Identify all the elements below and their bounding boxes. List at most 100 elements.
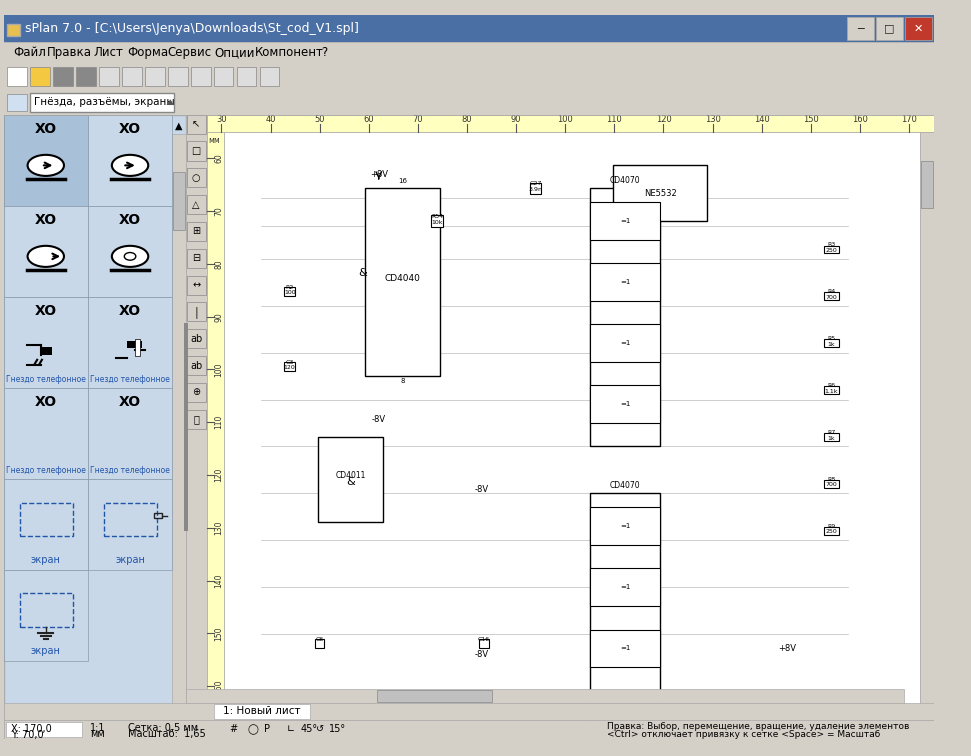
Bar xyxy=(224,132,921,739)
Bar xyxy=(88,388,172,479)
Text: Файл: Файл xyxy=(14,46,46,59)
Text: R7: R7 xyxy=(827,430,835,435)
Text: 1:1: 1:1 xyxy=(90,723,105,733)
Bar xyxy=(4,115,185,739)
Bar xyxy=(30,67,50,86)
Bar xyxy=(4,720,934,739)
Text: R3: R3 xyxy=(827,242,835,247)
Text: Y: 70,0: Y: 70,0 xyxy=(12,730,44,740)
Text: мм: мм xyxy=(209,136,220,145)
Text: □: □ xyxy=(885,23,895,33)
Text: Опции: Опции xyxy=(215,46,254,59)
Bar xyxy=(4,63,934,90)
Text: 60: 60 xyxy=(363,115,374,124)
Text: 100: 100 xyxy=(284,290,295,295)
Text: 1: Новый лист: 1: Новый лист xyxy=(223,706,301,716)
Text: 150: 150 xyxy=(803,115,819,124)
Text: Сервис: Сервис xyxy=(168,46,212,59)
Bar xyxy=(154,513,161,518)
Bar xyxy=(186,383,206,402)
Text: C3: C3 xyxy=(285,361,294,365)
Text: P: P xyxy=(264,724,270,735)
Text: 700: 700 xyxy=(825,295,837,300)
Text: 30: 30 xyxy=(217,115,226,124)
Bar xyxy=(4,90,934,115)
Text: sPlan 7.0 - [C:\Users\Jenya\Downloads\St_cod_V1.spl]: sPlan 7.0 - [C:\Users\Jenya\Downloads\St… xyxy=(24,22,358,35)
Text: &: & xyxy=(358,268,367,277)
Text: ─: ─ xyxy=(857,23,864,33)
Text: ⊟: ⊟ xyxy=(192,253,200,263)
Text: Правка: Выбор, перемещение, вращение, удаление элементов: Правка: Выбор, перемещение, вращение, уд… xyxy=(607,722,910,731)
Bar xyxy=(172,134,185,720)
Text: 16: 16 xyxy=(398,178,407,184)
Text: 140: 140 xyxy=(753,115,770,124)
Bar xyxy=(186,275,206,295)
Text: R5: R5 xyxy=(827,336,835,341)
Text: 250: 250 xyxy=(825,529,837,534)
Text: XO: XO xyxy=(119,395,141,409)
Text: ab: ab xyxy=(190,333,202,344)
Bar xyxy=(77,67,95,86)
Text: Лист: Лист xyxy=(93,46,123,59)
Bar xyxy=(590,188,660,447)
Text: экран: экран xyxy=(116,555,145,565)
Text: 90: 90 xyxy=(511,115,521,124)
Text: Правка: Правка xyxy=(47,46,92,59)
Bar xyxy=(88,206,172,296)
Text: ?: ? xyxy=(320,46,327,59)
Bar xyxy=(20,593,73,627)
Bar xyxy=(431,215,443,227)
Text: CD4011: CD4011 xyxy=(335,471,366,480)
Text: 10k: 10k xyxy=(431,220,443,225)
Text: =1: =1 xyxy=(620,646,630,651)
Text: Гнездо телефонное: Гнездо телефонное xyxy=(6,466,85,476)
Text: R6: R6 xyxy=(827,383,835,388)
Bar xyxy=(186,141,206,160)
Bar xyxy=(6,722,83,737)
Text: ✕: ✕ xyxy=(914,23,923,33)
Bar xyxy=(921,132,934,720)
Bar xyxy=(590,324,660,362)
Text: R9: R9 xyxy=(827,524,835,528)
Bar xyxy=(168,67,187,86)
Bar xyxy=(122,67,142,86)
Text: 15°: 15° xyxy=(329,724,347,735)
Text: 160: 160 xyxy=(852,115,868,124)
Bar xyxy=(8,23,20,36)
Text: XO: XO xyxy=(35,304,57,318)
Bar xyxy=(590,494,660,751)
Text: XO: XO xyxy=(119,122,141,136)
Text: ⊞: ⊞ xyxy=(192,227,200,237)
Text: 80: 80 xyxy=(461,115,472,124)
Text: =1: =1 xyxy=(620,523,630,529)
Text: C6: C6 xyxy=(316,637,323,643)
Bar xyxy=(260,67,280,86)
Text: 160: 160 xyxy=(215,679,223,693)
Text: R54: R54 xyxy=(431,214,443,219)
Text: =1: =1 xyxy=(620,279,630,285)
Text: ↖: ↖ xyxy=(192,119,200,129)
Bar xyxy=(186,356,206,375)
Text: 130: 130 xyxy=(215,521,223,535)
Bar xyxy=(590,263,660,301)
Text: 120: 120 xyxy=(215,468,223,482)
Bar xyxy=(186,329,206,349)
Bar xyxy=(135,339,140,356)
Text: 120: 120 xyxy=(284,365,295,370)
Text: =1: =1 xyxy=(620,584,630,590)
Bar xyxy=(237,67,256,86)
Text: #: # xyxy=(229,724,238,735)
Bar xyxy=(186,410,206,429)
Text: C16: C16 xyxy=(478,637,490,643)
Text: =1: =1 xyxy=(620,340,630,346)
Bar xyxy=(905,17,932,40)
Bar xyxy=(186,115,206,134)
Text: ∟: ∟ xyxy=(286,724,295,735)
Text: ↔: ↔ xyxy=(192,280,200,290)
Text: Гнездо телефонное: Гнездо телефонное xyxy=(6,376,85,384)
Bar xyxy=(99,67,118,86)
Bar xyxy=(823,386,839,394)
Text: 110: 110 xyxy=(607,115,622,124)
Text: 45°: 45° xyxy=(301,724,318,735)
Text: 100: 100 xyxy=(215,362,223,376)
